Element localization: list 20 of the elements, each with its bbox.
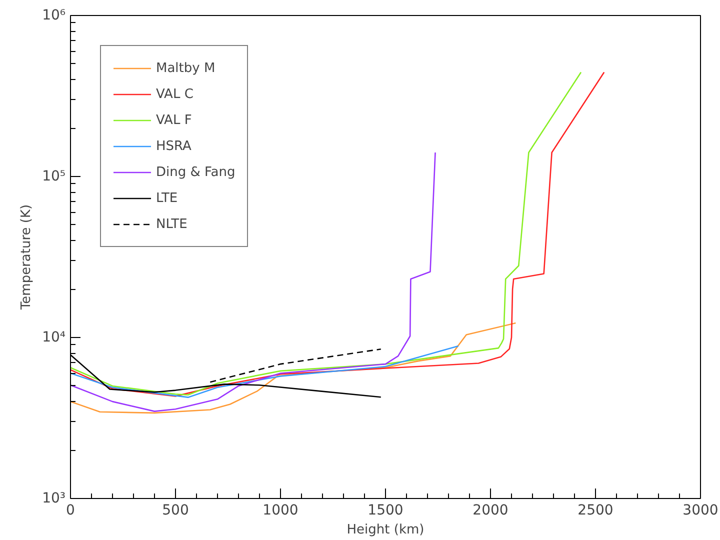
x-axis-title: Height (km) <box>346 522 424 538</box>
x-tick-label: 3000 <box>682 502 718 518</box>
legend-label: Maltby M <box>156 60 216 76</box>
y-axis-title: Temperature (K) <box>19 204 34 311</box>
legend-label: HSRA <box>156 138 192 154</box>
x-tick-label: 0 <box>66 502 75 518</box>
x-tick-label: 2500 <box>578 502 614 518</box>
x-tick-label: 500 <box>162 502 189 518</box>
legend-label: LTE <box>156 190 178 206</box>
x-tick-label: 1500 <box>368 502 404 518</box>
legend-label: Ding & Fang <box>156 164 236 180</box>
y-tick-label: 10³ <box>42 490 66 506</box>
x-tick-label: 2000 <box>472 502 508 518</box>
legend-label: VAL F <box>156 112 192 128</box>
y-tick-label: 10⁶ <box>42 8 66 24</box>
y-tick-label: 10⁵ <box>42 168 66 184</box>
x-tick-label: 1000 <box>262 502 298 518</box>
y-tick-label: 10⁴ <box>42 330 66 346</box>
legend-label: VAL C <box>156 86 194 102</box>
legend-label: NLTE <box>156 216 188 232</box>
